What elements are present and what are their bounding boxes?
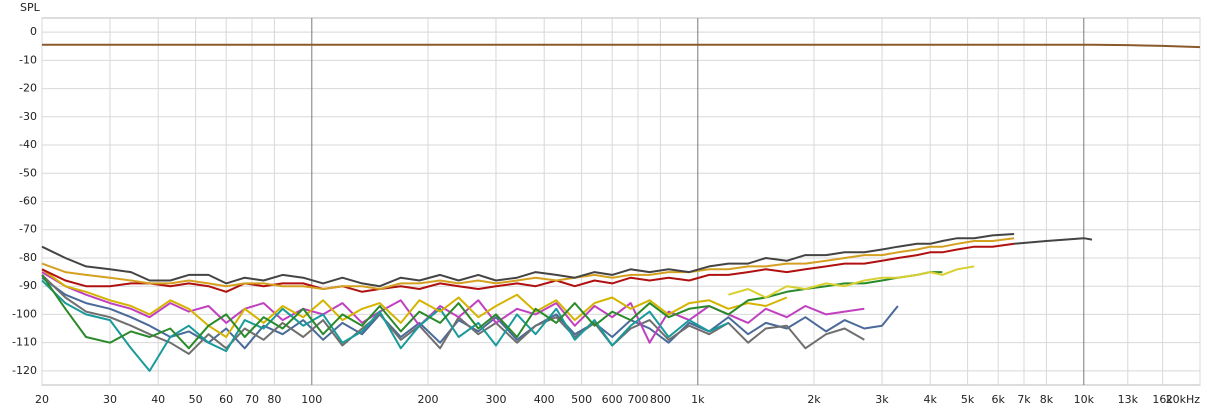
y-tick-label: -90	[19, 279, 37, 292]
y-tick-label: -70	[19, 223, 37, 236]
x-tick-label: 7k	[1017, 393, 1031, 406]
x-tick-label: 1k	[691, 393, 705, 406]
x-tick-label: 2k	[807, 393, 821, 406]
y-tick-label: -50	[19, 166, 37, 179]
x-tick-label: 600	[602, 393, 623, 406]
x-tick-label: 20kHz	[1166, 393, 1201, 406]
series-line	[1014, 237, 1093, 245]
y-tick-label: -110	[12, 336, 37, 349]
x-tick-label: 300	[485, 393, 506, 406]
x-tick-label: 700	[628, 393, 649, 406]
x-tick-label: 70	[245, 393, 259, 406]
x-tick-label: 60	[219, 393, 233, 406]
y-tick-label: -30	[19, 110, 37, 123]
series-line	[41, 276, 899, 350]
x-tick-label: 500	[571, 393, 592, 406]
x-tick-label: 100	[301, 393, 322, 406]
series-line	[41, 233, 1015, 288]
y-tick-label: -40	[19, 138, 37, 151]
y-tick-label: 0	[30, 25, 37, 38]
x-tick-label: 3k	[875, 393, 889, 406]
y-tick-label: -80	[19, 251, 37, 264]
series-line	[41, 279, 729, 372]
x-tick-label: 8k	[1040, 393, 1054, 406]
series-line	[42, 43, 1201, 49]
x-tick-label: 50	[189, 393, 203, 406]
y-tick-label: -20	[19, 82, 37, 95]
series-line	[41, 268, 788, 338]
x-tick-label: 80	[267, 393, 281, 406]
x-tick-label: 30	[103, 393, 117, 406]
series-line	[41, 237, 1015, 290]
x-tick-label: 5k	[961, 393, 975, 406]
x-tick-label: 20	[35, 393, 49, 406]
x-tick-label: 40	[151, 393, 165, 406]
y-tick-label: -60	[19, 195, 37, 208]
x-tick-label: 4k	[924, 393, 938, 406]
x-tick-label: 800	[650, 393, 671, 406]
x-tick-label: 13k	[1118, 393, 1139, 406]
x-tick-label: 6k	[991, 393, 1005, 406]
x-tick-label: 400	[534, 393, 555, 406]
x-tick-label: 10k	[1074, 393, 1095, 406]
y-tick-label: -100	[12, 307, 37, 320]
series-line	[728, 265, 975, 299]
y-axis-label: SPL	[20, 1, 41, 14]
x-tick-label: 200	[418, 393, 439, 406]
y-tick-label: -10	[19, 53, 37, 66]
series-line	[41, 242, 1015, 293]
x-tick-label: 16k	[1152, 393, 1173, 406]
y-tick-label: -120	[12, 364, 37, 377]
